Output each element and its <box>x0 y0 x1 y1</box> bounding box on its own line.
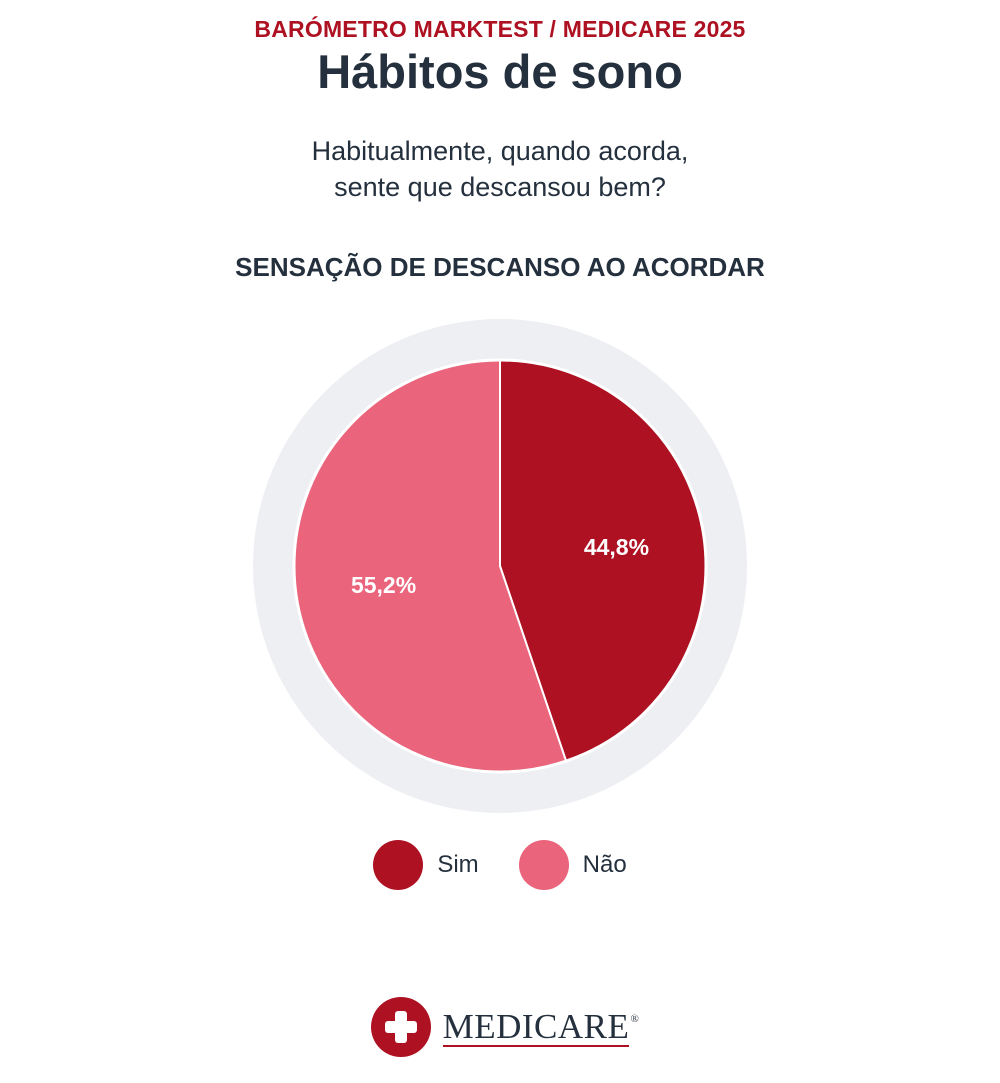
pie-outline <box>292 358 708 774</box>
page-title: Hábitos de sono <box>317 45 683 98</box>
chart-legend: Sim Não <box>0 840 1000 890</box>
pie-labels: 44,8% 55,2% <box>351 534 649 598</box>
legend-label-nao: Não <box>582 851 627 878</box>
registered-mark: ® <box>630 1013 640 1025</box>
legend-item-sim: Sim <box>373 840 479 890</box>
logo-text: MEDICARE <box>442 1007 630 1046</box>
chart-title: SENSAÇÃO DE DESCANSO AO ACORDAR <box>235 252 765 282</box>
survey-question: Habitualmente, quando acorda, sente que … <box>0 133 1000 205</box>
report-kicker: BARÓMETRO MARKTEST / MEDICARE 2025 <box>254 16 746 42</box>
legend-label-sim: Sim <box>437 851 479 878</box>
legend-swatch-nao <box>518 840 569 890</box>
pie-value-label-sim: 44,8% <box>584 534 649 560</box>
pie-value-label-nao: 55,2% <box>351 572 416 598</box>
legend-swatch-sim <box>373 840 424 890</box>
question-line-1: Habitualmente, quando acorda, <box>311 136 689 166</box>
medicare-logo: MEDICARE ® <box>0 997 1000 1057</box>
logo-wordmark: MEDICARE ® <box>442 1007 639 1047</box>
legend-item-nao: Não <box>518 840 627 890</box>
medical-cross-icon <box>370 997 431 1057</box>
question-line-2: sente que descansou bem? <box>334 172 666 202</box>
pie-slices <box>292 358 708 774</box>
